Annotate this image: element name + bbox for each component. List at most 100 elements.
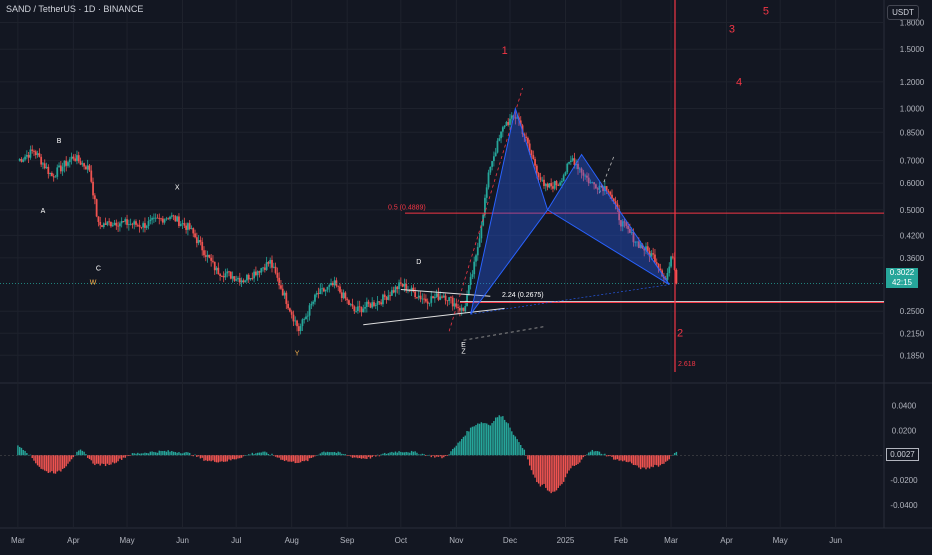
y-tick-label: 0.2150 — [900, 329, 925, 338]
osc-bar — [573, 455, 576, 466]
osc-bar — [317, 454, 320, 456]
candle-body — [303, 319, 306, 320]
candle-body — [501, 127, 504, 132]
candle-body — [138, 225, 141, 227]
osc-bar — [104, 455, 107, 467]
candle-body — [578, 168, 581, 170]
candle-body — [324, 289, 327, 292]
candle-body — [263, 267, 266, 270]
candle-body — [212, 260, 214, 262]
osc-bar — [582, 455, 585, 458]
osc-bar — [47, 455, 50, 473]
candle-body — [299, 326, 302, 332]
candle-body — [246, 274, 248, 281]
osc-bar — [38, 455, 41, 467]
candle-body — [195, 237, 198, 244]
candle-body — [342, 292, 345, 299]
candle-body — [321, 288, 324, 290]
osc-bar — [90, 455, 92, 461]
candle-body — [580, 168, 583, 173]
osc-bar — [151, 451, 153, 456]
osc-bar — [79, 449, 82, 456]
osc-bar — [520, 444, 522, 456]
osc-bar — [523, 449, 526, 456]
currency-selector[interactable]: USDT — [887, 5, 919, 20]
candle-body — [564, 172, 567, 176]
candle-body — [408, 290, 411, 292]
x-tick-label: Aug — [285, 536, 299, 545]
osc-bar — [174, 452, 177, 456]
osc-bar — [29, 454, 32, 456]
candle-body — [500, 131, 502, 139]
osc-bar — [605, 455, 608, 457]
osc-bar — [471, 426, 474, 456]
osc-bar — [362, 455, 364, 459]
osc-bar — [267, 454, 270, 456]
candle-body — [566, 163, 569, 173]
osc-bar — [625, 455, 628, 462]
candle-body — [654, 254, 656, 263]
osc-bar — [337, 451, 339, 456]
candle-body — [390, 290, 393, 296]
candle-body — [190, 228, 193, 229]
candle-body — [378, 301, 381, 303]
osc-bar — [469, 427, 472, 456]
osc-bar — [262, 451, 264, 456]
candle-body — [430, 296, 433, 303]
osc-bar — [656, 455, 658, 466]
candle-body — [544, 183, 547, 186]
candle-body — [671, 256, 674, 258]
osc-bar — [316, 455, 318, 456]
candle-body — [145, 226, 148, 228]
osc-bar — [258, 452, 261, 456]
candle-body — [657, 263, 660, 269]
candle-body — [376, 301, 379, 305]
osc-bar — [620, 455, 622, 461]
candle-body — [63, 160, 66, 167]
candle-body — [42, 163, 44, 165]
osc-bar — [664, 455, 667, 462]
candle-body — [229, 271, 232, 279]
candle-body — [97, 216, 100, 222]
trendline-dashed — [448, 87, 523, 332]
candle-body — [90, 170, 93, 182]
candle-body — [494, 152, 497, 157]
osc-bar — [44, 455, 46, 471]
candle-body — [448, 297, 451, 301]
candle-body — [636, 241, 638, 243]
osc-bar — [314, 455, 316, 457]
candle-body — [457, 307, 460, 309]
osc-bar — [487, 424, 490, 456]
candle-body — [358, 306, 361, 308]
candle-body — [312, 301, 315, 304]
osc-bar — [36, 455, 39, 466]
candle-body — [111, 225, 114, 227]
wave-label: W — [90, 280, 97, 287]
candle-body — [58, 165, 60, 168]
candle-body — [577, 163, 579, 170]
osc-bar — [110, 455, 112, 465]
osc-bar — [641, 455, 644, 468]
osc-bar — [154, 452, 157, 456]
candle-body — [348, 300, 350, 305]
osc-bar — [673, 452, 676, 456]
osc-bar — [271, 453, 273, 456]
osc-bar — [493, 421, 495, 456]
candle-body — [183, 223, 186, 226]
osc-bar — [330, 452, 332, 456]
trendline — [400, 289, 491, 297]
osc-bar — [301, 455, 304, 462]
wave-label: 2.618 — [678, 361, 696, 368]
candle-body — [151, 218, 154, 220]
osc-bar — [235, 455, 237, 460]
candle-body — [204, 255, 207, 257]
osc-bar — [333, 451, 336, 456]
osc-bar — [341, 453, 343, 456]
candle-body — [339, 286, 341, 293]
candle-body — [206, 254, 209, 257]
wave-label: 0.5 (0.4889) — [388, 205, 426, 212]
osc-bar — [496, 417, 499, 456]
osc-bar — [392, 452, 395, 456]
